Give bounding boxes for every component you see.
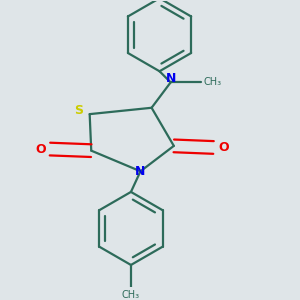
Text: N: N: [166, 72, 176, 85]
Text: CH₃: CH₃: [203, 77, 221, 87]
Text: O: O: [218, 141, 229, 154]
Text: CH₃: CH₃: [122, 290, 140, 300]
Text: S: S: [74, 104, 83, 117]
Text: N: N: [135, 165, 146, 178]
Text: O: O: [35, 142, 46, 156]
